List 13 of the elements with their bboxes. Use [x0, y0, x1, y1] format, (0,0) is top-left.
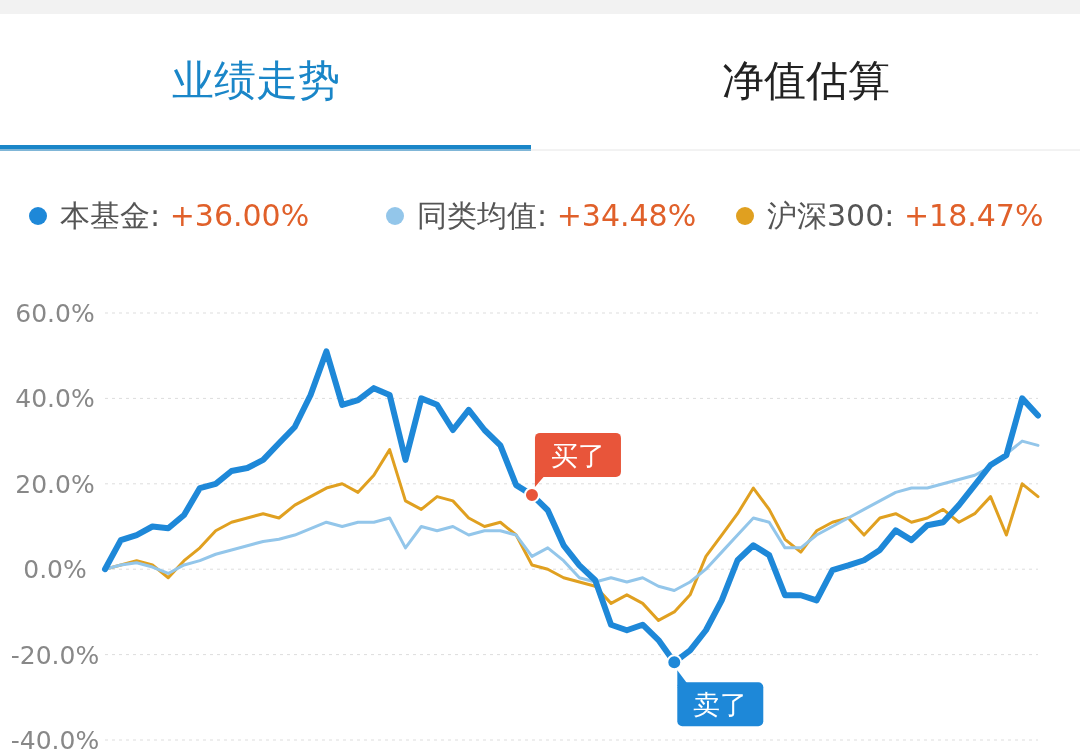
chart-subtitle: 净值估算 [722, 56, 890, 105]
legend-label: 沪深300: +18.47% [767, 198, 1044, 233]
annotation: 买了 [550, 439, 605, 471]
y-tick-label: 0.0% [23, 555, 87, 585]
y-tick-label: -40.0% [10, 726, 100, 753]
legend-label: 本基金: +36.00% [60, 198, 310, 233]
annotation: 卖了 [693, 689, 748, 721]
y-tick-label: -20.0% [10, 640, 100, 670]
legend-label: 同类均值: +34.48% [417, 198, 697, 233]
y-tick-label: 20.0% [15, 469, 95, 499]
y-tick-label: 40.0% [15, 384, 95, 414]
chart-title: 业绩走势 [172, 56, 340, 105]
y-tick-label: 60.0% [15, 299, 95, 328]
